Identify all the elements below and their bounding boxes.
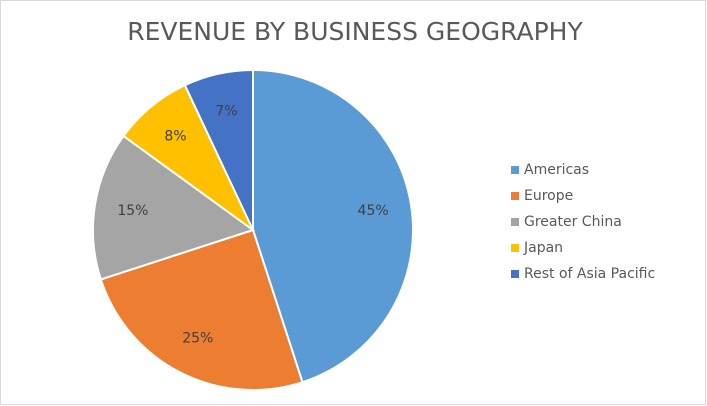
pie-slice [252,68,414,384]
legend-swatch [511,192,519,200]
pie-slice [92,134,256,281]
data-label: 25% [182,330,213,346]
pie-slice [99,228,304,391]
pie-slice [183,68,254,231]
legend-label: Greater China [524,214,622,230]
legend-label: Rest of Asia Pacific [524,266,655,282]
legend-swatch [511,244,519,252]
data-label: 15% [117,203,148,219]
legend-swatch [511,270,519,278]
chart-title: REVENUE BY BUSINESS GEOGRAPHY [127,17,583,46]
legend-swatch [511,166,519,174]
data-label: 8% [164,128,186,144]
legend-swatch [511,218,519,226]
legend-label: Europe [524,188,573,204]
legend-label: Japan [523,240,563,256]
legend-label: Americas [524,162,589,178]
data-label: 45% [358,203,389,219]
data-label: 7% [215,103,237,119]
